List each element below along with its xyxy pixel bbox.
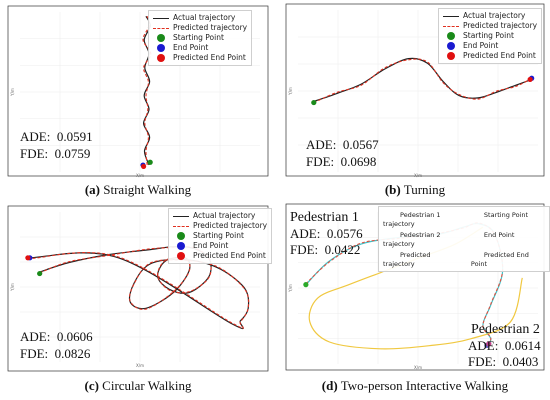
panel-c-caption: (c) Circular Walking (84, 378, 192, 393)
panel-b-caption: (b) Turning (384, 182, 446, 197)
legend-item: Starting Point (173, 231, 267, 241)
legend-item: Predicted End Point (443, 51, 537, 61)
panel-a-metrics: ADE: 0.0591 FDE: 0.0759 (20, 129, 93, 161)
panel-b-legend: Actual trajectory Predicted trajectory S… (438, 8, 543, 64)
marker-starting-point (37, 270, 43, 277)
marker-predicted-end-point (527, 76, 533, 83)
legend-item: Starting Point (483, 211, 529, 219)
x-axis-label: X/m (414, 173, 422, 178)
legend-item: Pedestrian 1 trajectory (383, 211, 441, 228)
x-axis-label: X/m (136, 173, 144, 178)
panel-c-legend: Actual trajectory Predicted trajectory S… (168, 208, 273, 264)
legend-item: End Point (443, 41, 537, 51)
y-axis-label: Y/m (288, 87, 293, 96)
marker-starting-point (147, 159, 153, 165)
series-line-predicted-trajectory (313, 58, 532, 104)
legend-item: End Point (153, 43, 247, 53)
panel-b-metrics: ADE: 0.0567 FDE: 0.0698 (306, 137, 379, 169)
legend-item: Predicted End Point (470, 251, 529, 268)
panel-d-metrics-p2: Pedestrian 2 ADE: 0.0614 FDE: 0.0403 (468, 322, 541, 369)
y-axis-label: Y/m (10, 88, 15, 97)
panel-c-frame (7, 205, 269, 372)
x-axis-label: X/m (136, 363, 144, 368)
marker-predicted-end-point (141, 163, 147, 170)
legend-item: Predicted trajectory (383, 251, 431, 268)
panel-a-frame (7, 5, 269, 177)
legend-item: End Point (483, 231, 515, 239)
legend-item: Predicted trajectory (153, 23, 247, 33)
marker-starting-point (311, 99, 317, 106)
legend-item: Predicted End Point (153, 53, 247, 63)
legend-item: Pedestrian 2 trajectory (383, 231, 441, 248)
panel-d-frame (285, 203, 545, 371)
legend-item: Starting Point (153, 33, 247, 43)
legend-item: Predicted End Point (173, 251, 267, 261)
panel-d-metrics-p1: Pedestrian 1 ADE: 0.0576 FDE: 0.0422 (290, 210, 363, 257)
y-axis-label: Y/m (288, 284, 293, 293)
series-line-predicted-trajectory (305, 222, 504, 347)
marker-predicted-end-point (25, 255, 31, 261)
series-line-actual-trajectory (313, 57, 532, 102)
panel-a-legend: Actual trajectory Predicted trajectory S… (148, 10, 253, 66)
y-axis-label: Y/m (10, 283, 15, 292)
legend-item: Starting Point (443, 31, 537, 41)
marker-predicted-end-point (486, 341, 492, 347)
plot-layer: X/m Y/m X/m Y/m X/m Y/m X/m Y/m (10, 10, 538, 370)
legend-item: Predicted trajectory (443, 21, 537, 31)
panel-b-frame (285, 3, 545, 177)
legend-item: Predicted trajectory (173, 221, 267, 231)
legend-item: Actual trajectory (153, 13, 247, 23)
panel-d-legend: Pedestrian 1 trajectory Starting Point P… (378, 206, 550, 272)
legend-item: Actual trajectory (173, 211, 267, 221)
marker-starting-point (303, 282, 309, 288)
panel-a-caption: (a) Straight Walking (84, 182, 192, 197)
legend-item: End Point (173, 241, 267, 251)
legend-item: Actual trajectory (443, 11, 537, 21)
panel-c-metrics: ADE: 0.0606 FDE: 0.0826 (20, 329, 93, 361)
x-axis-label: X/m (414, 365, 422, 370)
panel-d-caption: (d) Two-person Interactive Walking (321, 378, 509, 393)
series-line-predicted-trajectory (142, 16, 152, 166)
